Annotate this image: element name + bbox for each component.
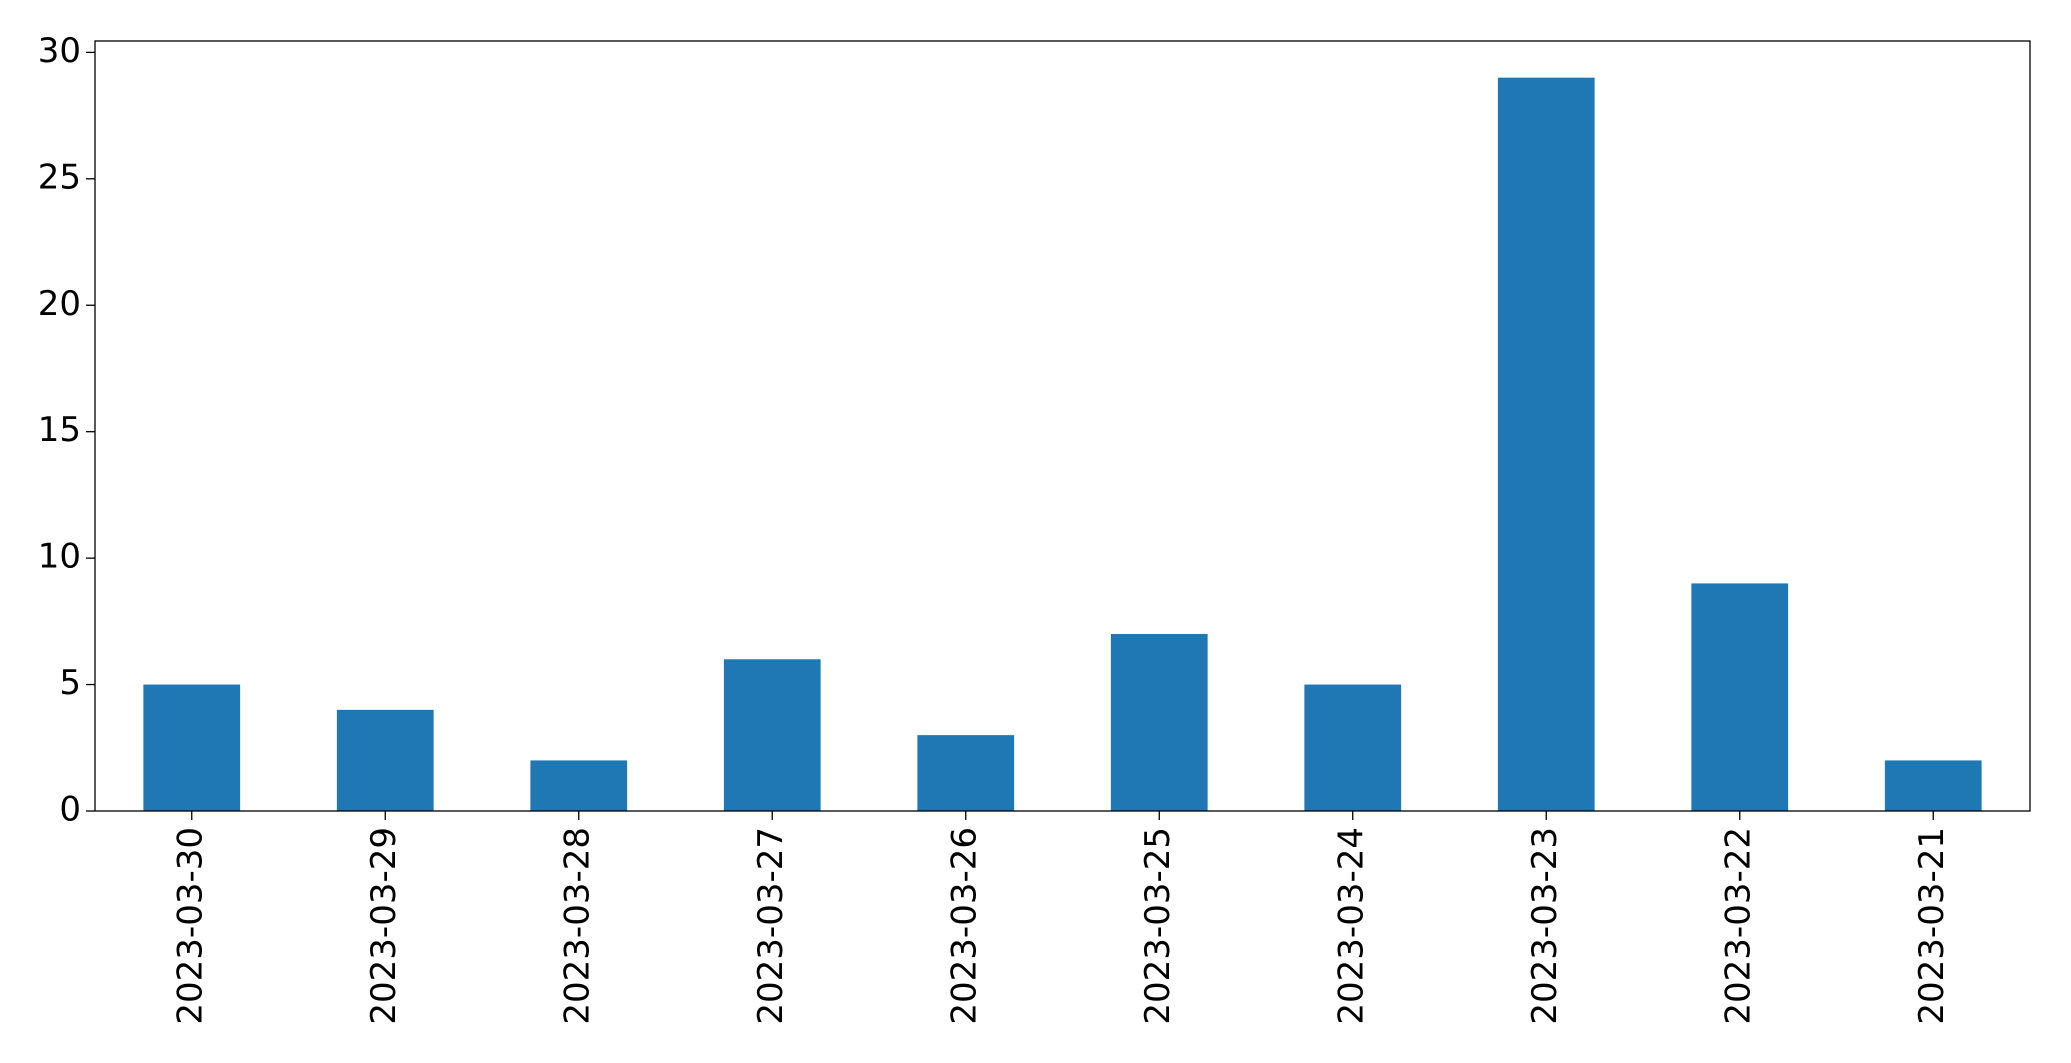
- x-tick-label: 2023-03-24: [1331, 827, 1371, 1025]
- y-tick-label: 0: [59, 790, 81, 830]
- plot-frame: [94, 40, 2031, 812]
- x-tick-label: 2023-03-30: [170, 827, 210, 1025]
- x-tick-label: 2023-03-23: [1525, 827, 1565, 1025]
- bar: [1304, 684, 1402, 811]
- y-tick-label: 5: [59, 663, 81, 703]
- y-tick-label: 25: [38, 157, 81, 197]
- y-tick-label: 10: [38, 537, 81, 577]
- bar: [530, 760, 628, 811]
- bar: [1497, 77, 1595, 811]
- bar: [143, 684, 241, 811]
- x-tick-label: 2023-03-29: [364, 827, 404, 1025]
- x-tick-label: 2023-03-26: [944, 827, 984, 1025]
- bar: [917, 735, 1015, 811]
- bar: [336, 709, 434, 811]
- y-tick-label: 30: [38, 31, 81, 71]
- bar: [1691, 583, 1789, 811]
- x-tick-label: 2023-03-27: [751, 827, 791, 1025]
- y-tick-label: 15: [38, 410, 81, 450]
- bar: [1884, 760, 1982, 811]
- y-tick-label: 20: [38, 284, 81, 324]
- bar: [723, 659, 821, 811]
- x-tick-label: 2023-03-21: [1912, 827, 1952, 1025]
- x-tick-label: 2023-03-22: [1718, 827, 1758, 1025]
- bar: [1110, 633, 1208, 811]
- x-tick-label: 2023-03-28: [557, 827, 597, 1025]
- x-tick-label: 2023-03-25: [1138, 827, 1178, 1025]
